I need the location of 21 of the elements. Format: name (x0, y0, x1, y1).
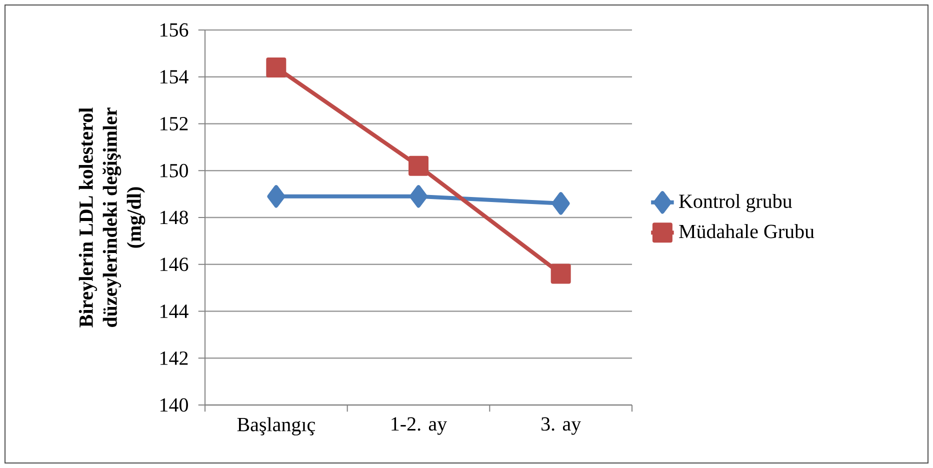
y-tick-label: 140 (160, 398, 188, 412)
legend-label: Kontrol grubu (679, 194, 792, 212)
x-tick-label: 1-2. ay (392, 417, 448, 435)
y-tick-label: 156 (160, 23, 188, 37)
y-tick-label: 144 (160, 304, 188, 318)
point (408, 156, 428, 176)
y-tick-label: 152 (160, 117, 188, 130)
point (550, 264, 571, 284)
y-tick-label: 142 (160, 351, 188, 365)
x-tick-label: Başlangıç (237, 417, 315, 436)
point (267, 185, 286, 208)
y-tick-label: 154 (160, 70, 188, 84)
x-tick-label: 3. ay (542, 417, 582, 435)
point (552, 192, 570, 215)
y-tick-label: 150 (160, 164, 188, 178)
y-tick-label: 148 (160, 210, 188, 224)
point (266, 57, 286, 78)
point (410, 185, 428, 208)
legend-label: Müdahale Grubu (679, 224, 814, 238)
y-axis-title: Bireylerin LDL kolesterol düzeylerindeki değişimler (mg/dl) (78, 108, 146, 328)
y-tick-label: 146 (160, 258, 188, 272)
